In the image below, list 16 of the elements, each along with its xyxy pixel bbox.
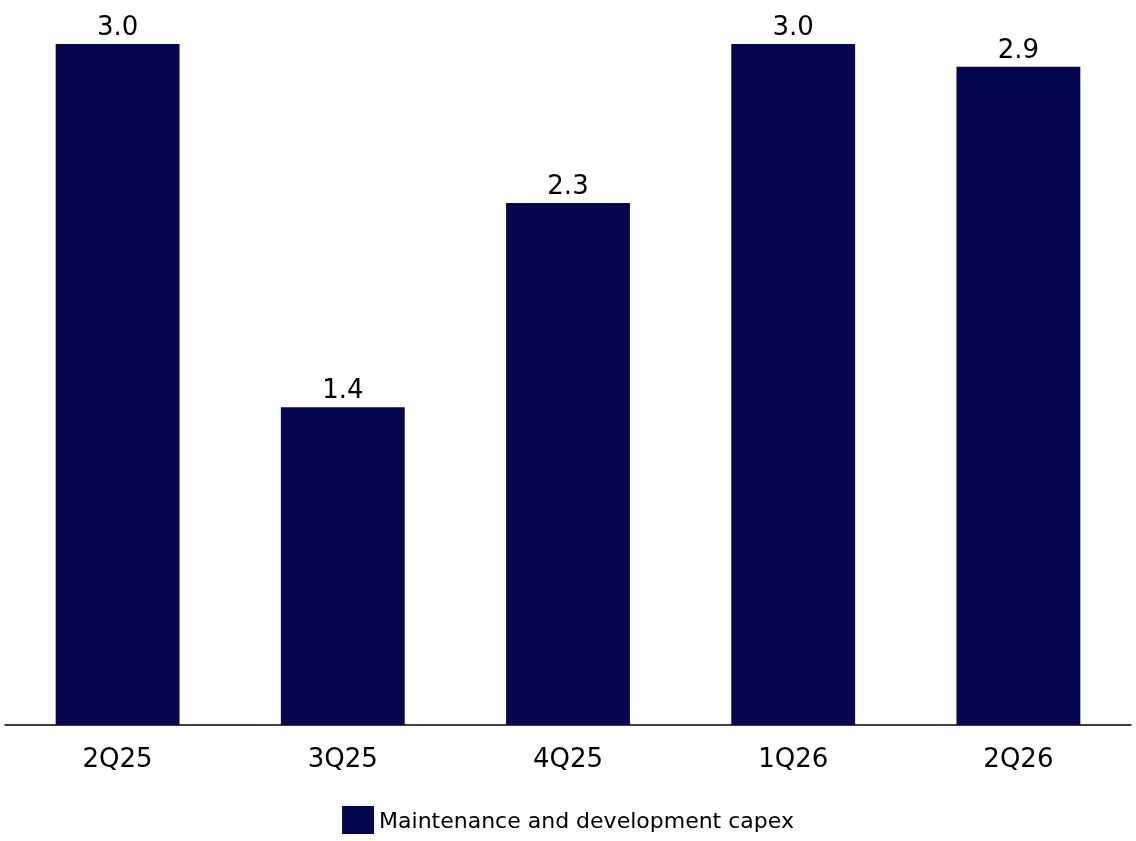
bar: [506, 202, 630, 725]
data-label: 3.0: [772, 11, 814, 41]
data-label: 2.3: [547, 169, 589, 200]
data-label: 2.9: [997, 33, 1040, 64]
x-tick-label: 1Q26: [758, 743, 829, 773]
x-tick-label: 2Q25: [82, 743, 153, 773]
bar: [956, 66, 1081, 725]
bar: [731, 44, 856, 725]
data-label: 1.4: [322, 374, 364, 405]
data-label: 3.0: [96, 11, 139, 41]
bar: [280, 407, 405, 725]
x-tick-label: 4Q25: [532, 743, 604, 773]
x-tick-label: 2Q26: [983, 743, 1054, 773]
x-tick-label: 3Q25: [307, 743, 378, 773]
legend-label: Maintenance and development capex: [379, 807, 794, 833]
bar: [55, 44, 180, 725]
